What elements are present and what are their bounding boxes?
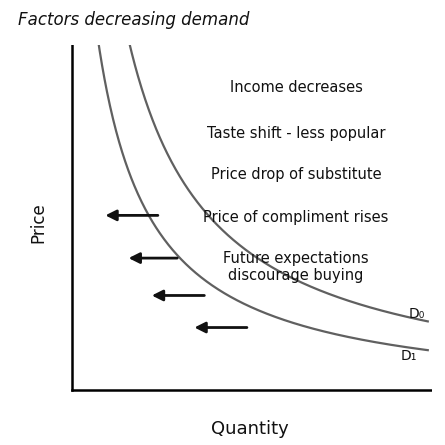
Text: Price drop of substitute: Price drop of substitute bbox=[211, 167, 381, 182]
Text: Taste shift - less popular: Taste shift - less popular bbox=[207, 126, 385, 141]
Text: Price of compliment rises: Price of compliment rises bbox=[203, 210, 389, 225]
Text: Price: Price bbox=[30, 202, 48, 243]
Text: Future expectations
discourage buying: Future expectations discourage buying bbox=[223, 251, 369, 283]
Text: D₀: D₀ bbox=[409, 307, 425, 320]
Text: Factors decreasing demand: Factors decreasing demand bbox=[18, 11, 249, 29]
Text: Income decreases: Income decreases bbox=[230, 80, 363, 95]
Text: Quantity: Quantity bbox=[211, 420, 288, 438]
Text: D₁: D₁ bbox=[400, 349, 417, 363]
